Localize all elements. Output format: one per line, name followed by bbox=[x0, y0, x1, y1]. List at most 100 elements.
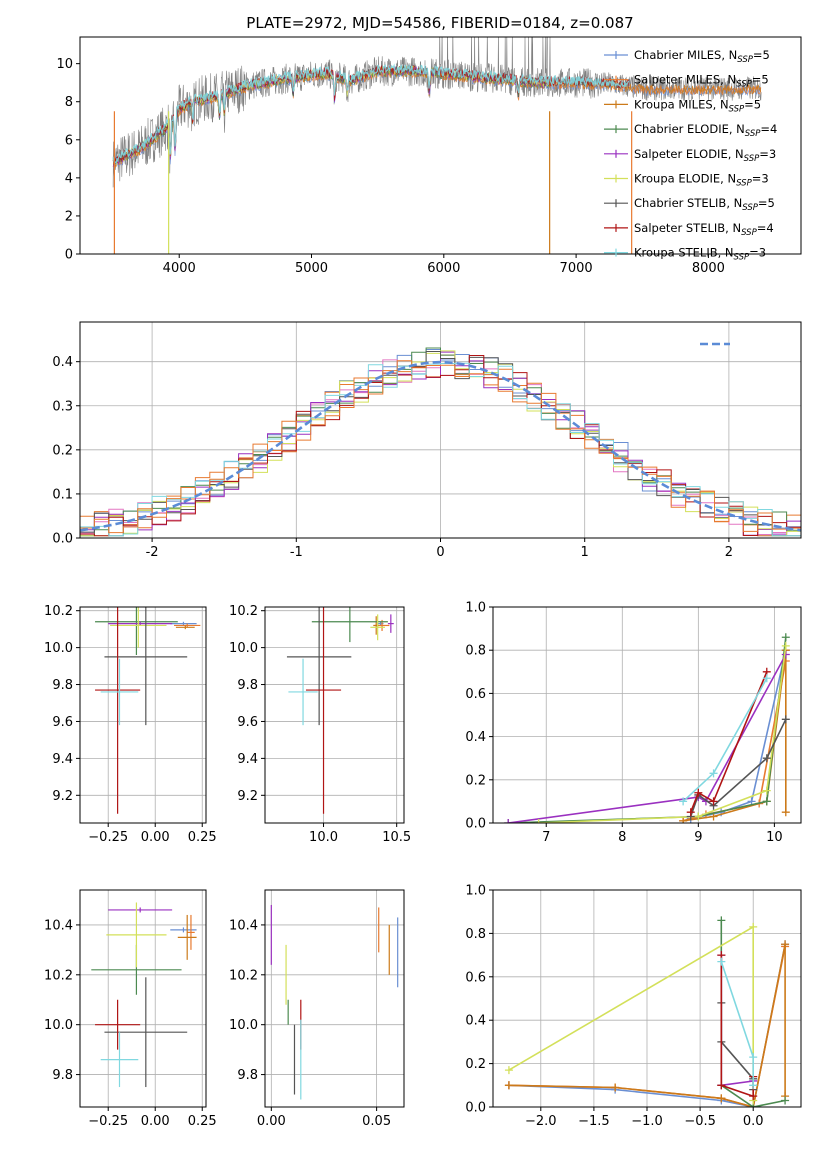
weight_vs_age-marker-salpeter_stelib bbox=[709, 797, 718, 806]
weight_vs_age-marker-kroupa_miles bbox=[781, 808, 790, 817]
legend-entry-eq: =5 bbox=[753, 48, 770, 62]
weight_vs_age-marker-chabrier_elodie bbox=[781, 633, 790, 642]
weight_vs_Z-series-kroupa_elodie bbox=[508, 925, 754, 1101]
weight_vs_age-plot-area bbox=[504, 633, 790, 823]
weight_vs_Z-marker-kroupa_miles bbox=[504, 1081, 513, 1090]
age_vs_mass-ytick-label: 10.2 bbox=[229, 604, 258, 619]
mass_vs_ebv-panel: 0.00 0.05 9.8 10.0 10.2 10.4 bbox=[229, 889, 405, 1129]
weight_vs_Z-xtick-label: −1.5 bbox=[578, 1114, 610, 1129]
legend-entry-label: Kroupa STELIB, N bbox=[634, 246, 734, 260]
weight_vs_Z-xtick-label: −0.5 bbox=[684, 1114, 716, 1129]
mass_vs_Z-panel: −0.25 0.00 0.25 9.8 10.0 10.2 10.4 bbox=[44, 889, 217, 1129]
weight_vs_Z-marker-kroupa_miles bbox=[781, 940, 790, 949]
weight_vs_age-marker-chabrier_stelib bbox=[781, 715, 790, 724]
legend-entry-label: Chabrier STELIB, N bbox=[634, 196, 742, 210]
legend-entry-kroupa_miles: Kroupa MILES, NSSP=5 bbox=[634, 97, 761, 114]
age_vs_mass-point-chabrier_stelib bbox=[286, 607, 352, 726]
age_vs_Z-point-chabrier_miles bbox=[170, 621, 197, 626]
weight_vs_age-marker-salpeter_stelib bbox=[694, 788, 703, 797]
age_vs_Z-ytick-label: 10.0 bbox=[44, 641, 73, 656]
spectrum-xtick-label: 6000 bbox=[427, 261, 460, 276]
weight_vs_age-series-kroupa_elodie bbox=[538, 645, 787, 823]
mass_vs_Z-point-salpeter_miles bbox=[187, 914, 195, 950]
mass_vs_Z-ytick-label: 9.8 bbox=[52, 1068, 73, 1083]
age_vs_mass-point-kroupa_elodie bbox=[370, 614, 385, 641]
weight_vs_age-ytick-label: 0.6 bbox=[465, 687, 486, 702]
age_vs_Z-point-chabrier_stelib bbox=[104, 607, 188, 726]
weight_vs_Z-ytick-label: 0.4 bbox=[465, 1014, 486, 1029]
spectrum-ytick-label: 8 bbox=[65, 95, 73, 110]
weight_vs_Z-xtick-label: −1.0 bbox=[631, 1114, 663, 1129]
mass_vs_ebv-xtick-label: 0.00 bbox=[257, 1114, 286, 1129]
residuals-xtick-label: 1 bbox=[581, 545, 589, 560]
age_vs_mass-point-salpeter_elodie bbox=[387, 614, 394, 633]
age_vs_Z-ytick-label: 9.6 bbox=[52, 715, 73, 730]
legend-entry-eq: =4 bbox=[757, 221, 774, 235]
residuals-xtick-label: -1 bbox=[290, 545, 303, 560]
residual-histogram-7 bbox=[80, 355, 801, 537]
age_vs_Z-plot-area bbox=[95, 607, 201, 814]
weight_vs_age-series-salpeter_elodie bbox=[508, 654, 787, 823]
age_vs_mass-ytick-label: 9.6 bbox=[237, 715, 258, 730]
weight_vs_Z-ytick-label: 0.0 bbox=[465, 1101, 486, 1116]
age_vs_Z-ytick-label: 9.4 bbox=[52, 752, 73, 767]
age_vs_Z-panel: −0.25 0.00 0.25 9.2 9.4 9.6 9.8 10.0 10.2 bbox=[44, 604, 217, 845]
weight_vs_age-series-salpeter_stelib bbox=[689, 671, 768, 813]
legend-entry-label: Salpeter MILES, N bbox=[634, 73, 736, 87]
spectrum-ytick-label: 10 bbox=[56, 57, 73, 72]
weight_vs_Z-frame bbox=[492, 889, 802, 1108]
spectrum-xtick-label: 8000 bbox=[692, 261, 725, 276]
mass_vs_ebv-plot-area bbox=[270, 904, 399, 1100]
spectrum-model-kroupa_stelib bbox=[112, 63, 630, 164]
weight_vs_Z-marker-kroupa_stelib bbox=[749, 1053, 758, 1062]
weight_vs_Z-series-kroupa_stelib bbox=[720, 961, 754, 1086]
spectrum-xtick-label: 5000 bbox=[295, 261, 328, 276]
legend-entry-sub: SSP bbox=[734, 253, 750, 263]
legend-entry-sub: SSP bbox=[736, 179, 752, 189]
weight_vs_age-marker-kroupa_elodie bbox=[534, 819, 543, 823]
age_vs_mass-xtick-label: 10.5 bbox=[382, 830, 411, 845]
weight_vs_Z-ytick-label: 0.6 bbox=[465, 970, 486, 985]
weight_vs_Z-marker-chabrier_elodie bbox=[781, 1096, 790, 1105]
spectrum-frame bbox=[79, 36, 802, 255]
age_vs_Z-xtick-label: 0.00 bbox=[141, 830, 170, 845]
weight_vs_Z-ytick-label: 0.8 bbox=[465, 927, 486, 942]
legend-entry-sub: SSP bbox=[741, 228, 757, 238]
weight_vs_Z-marker-kroupa_elodie bbox=[504, 1066, 513, 1075]
legend-entry-sub: SSP bbox=[737, 55, 753, 65]
weight_vs_age-xtick-label: 9 bbox=[694, 830, 702, 845]
legend-entry-kroupa_stelib: Kroupa STELIB, NSSP=3 bbox=[634, 246, 766, 263]
age_vs_mass-point-chabrier_elodie bbox=[311, 607, 388, 643]
age_vs_mass-point-salpeter_stelib bbox=[305, 607, 342, 814]
mass_vs_Z-ytick-label: 10.0 bbox=[44, 1018, 73, 1033]
mass_vs_Z-ytick-label: 10.2 bbox=[44, 968, 73, 983]
legend-entry-sub: SSP bbox=[736, 80, 752, 90]
spectrum-xtick-label: 7000 bbox=[560, 261, 593, 276]
weight_vs_Z-marker-kroupa_elodie bbox=[749, 922, 758, 931]
spectrum-ytick-label: 2 bbox=[65, 209, 73, 224]
age_vs_Z-ytick-label: 9.8 bbox=[52, 678, 73, 693]
spectrum-panel: 4000 5000 6000 7000 8000 0 2 4 6 8 10 Chabrier MILE… bbox=[56, 36, 802, 276]
legend-entry-salpeter_elodie: Salpeter ELODIE, NSSP=3 bbox=[634, 147, 776, 164]
mass_vs_Z-point-salpeter_stelib bbox=[95, 999, 141, 1050]
age_vs_Z-ytick-label: 10.2 bbox=[44, 604, 73, 619]
weight_vs_Z-ytick-label: 0.2 bbox=[465, 1057, 486, 1072]
legend-entry-eq: =3 bbox=[759, 147, 776, 161]
weight_vs_age-ytick-label: 0.2 bbox=[465, 773, 486, 788]
weight_vs_age-marker-kroupa_stelib bbox=[679, 797, 688, 806]
weight_vs_Z-marker-salpeter_stelib bbox=[749, 1092, 758, 1101]
age_vs_Z-point-kroupa_elodie bbox=[110, 607, 167, 648]
weight_vs_age-frame bbox=[492, 606, 802, 824]
legend-entry-sub: SSP bbox=[744, 154, 760, 164]
age_vs_mass-point-kroupa_stelib bbox=[288, 658, 318, 726]
weight_vs_Z-marker-kroupa_miles bbox=[717, 1094, 726, 1103]
weight_vs_age-marker-salpeter_stelib bbox=[686, 808, 695, 817]
mass_vs_Z-point-kroupa_elodie bbox=[106, 902, 167, 968]
mass_vs_Z-frame bbox=[79, 889, 207, 1108]
weight_vs_age-marker-kroupa_miles bbox=[679, 816, 688, 823]
weight_vs_Z-xtick-label: 0.0 bbox=[743, 1114, 764, 1129]
weight_vs_age-ytick-label: 0.8 bbox=[465, 644, 486, 659]
legend-entry-label: Kroupa ELODIE, N bbox=[634, 172, 736, 186]
residuals-ytick-label: 0.2 bbox=[52, 443, 73, 458]
